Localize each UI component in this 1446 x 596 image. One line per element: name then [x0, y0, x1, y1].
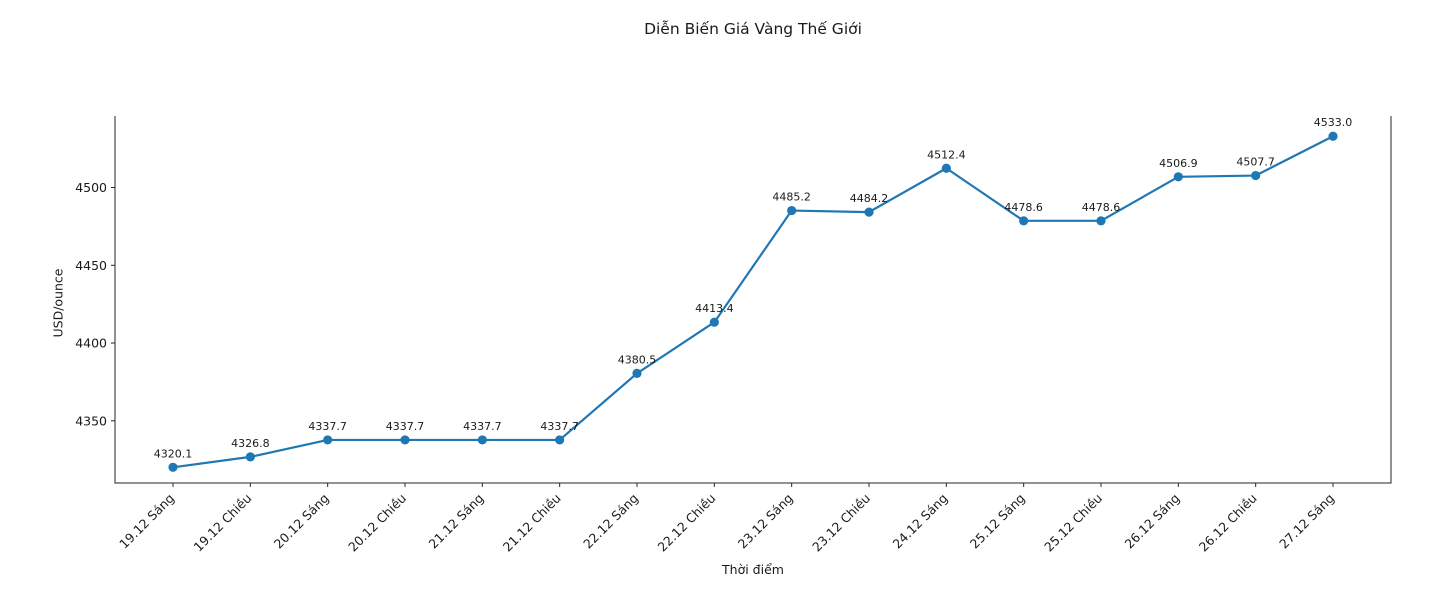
- data-point-marker: [787, 205, 797, 216]
- data-point-marker: [864, 207, 874, 217]
- y-tick-label: 4350: [75, 413, 107, 428]
- data-point-marker: [477, 435, 487, 445]
- x-axis-label: Thời điểm: [722, 562, 784, 577]
- x-tick-label: 19.12 Chiều: [190, 491, 254, 555]
- data-point-label: 4478.6: [1082, 201, 1121, 214]
- x-tick-label: 22.12 Sáng: [580, 491, 641, 552]
- data-point-marker: [1173, 172, 1183, 182]
- data-point-marker: [941, 163, 951, 173]
- data-point-label: 4337.7: [386, 420, 425, 433]
- data-point-marker: [1251, 170, 1261, 181]
- data-point-label: 4512.4: [927, 148, 966, 161]
- data-point-marker: [323, 435, 333, 445]
- x-tick-label: 19.12 Sáng: [116, 491, 177, 552]
- y-tick-label: 4500: [75, 180, 107, 195]
- y-tick-label: 4400: [75, 336, 107, 351]
- axes-spines: [114, 116, 1392, 484]
- data-point-marker: [709, 317, 719, 327]
- data-point-label: 4478.6: [1004, 201, 1043, 214]
- data-point-label: 4326.8: [231, 437, 270, 450]
- x-tick-label: 25.12 Chiều: [1041, 491, 1105, 555]
- x-tick-label: 23.12 Sáng: [735, 491, 796, 552]
- data-point-label: 4337.7: [540, 420, 579, 433]
- y-tick-label: 4450: [75, 258, 107, 273]
- data-point-label: 4506.9: [1159, 157, 1198, 170]
- data-point-marker: [245, 452, 255, 462]
- data-point-label: 4380.5: [618, 353, 657, 366]
- x-tick-label: 20.12 Chiều: [345, 491, 409, 555]
- x-tick-label: 22.12 Chiều: [654, 491, 718, 555]
- data-point-marker: [632, 368, 642, 378]
- x-tick-label: 27.12 Sáng: [1276, 491, 1337, 552]
- data-point-label: 4533.0: [1314, 116, 1353, 129]
- data-point-label: 4507.7: [1236, 156, 1275, 169]
- data-point-label: 4337.7: [463, 420, 502, 433]
- price-line: [171, 135, 1335, 469]
- data-point-marker: [168, 462, 178, 472]
- x-tick-label: 23.12 Chiều: [809, 491, 873, 555]
- data-point-marker: [555, 435, 565, 445]
- data-point-marker: [1019, 216, 1029, 226]
- data-point-marker: [400, 435, 410, 445]
- x-tick-label: 26.12 Sáng: [1121, 491, 1182, 552]
- data-point-label: 4320.1: [154, 447, 193, 460]
- chart-title: Diễn Biến Giá Vàng Thế Giới: [644, 20, 862, 38]
- data-point-marker: [1328, 131, 1338, 141]
- x-tick-label: 20.12 Sáng: [271, 491, 332, 552]
- data-point-marker: [1096, 216, 1106, 226]
- data-point-label: 4485.2: [772, 191, 811, 204]
- x-tick-label: 25.12 Sáng: [967, 491, 1028, 552]
- x-tick-label: 24.12 Sáng: [889, 491, 950, 552]
- x-tick-label: 21.12 Sáng: [425, 491, 486, 552]
- data-point-label: 4484.2: [850, 192, 889, 205]
- x-tick-label: 26.12 Chiều: [1196, 491, 1260, 555]
- data-point-label: 4413.4: [695, 302, 734, 315]
- x-tick-label: 21.12 Chiều: [500, 491, 564, 555]
- data-point-label: 4337.7: [308, 420, 347, 433]
